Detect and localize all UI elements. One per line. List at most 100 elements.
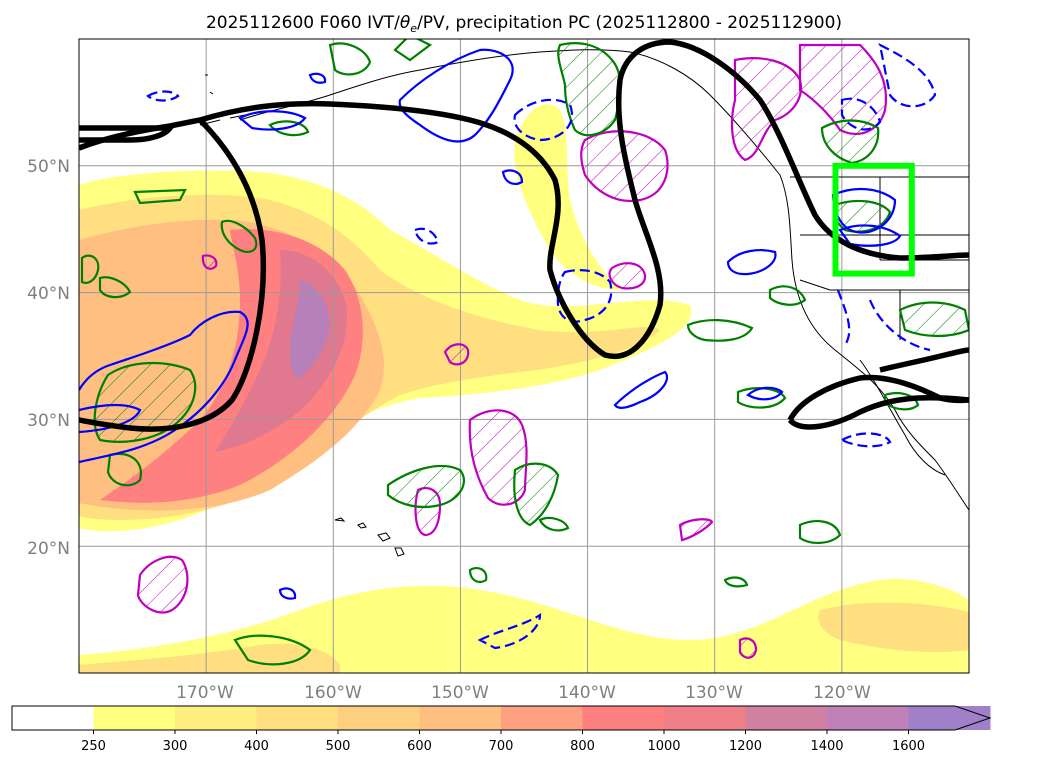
pv-contour-dashed: [556, 269, 613, 323]
hatched-region: [608, 262, 647, 290]
pv-contour-solid: [398, 48, 514, 143]
precip-contour: [233, 634, 312, 666]
colorbar-segment-below: [12, 706, 94, 730]
pv-contour-dashed: [836, 289, 931, 352]
precip-contour: [220, 219, 258, 254]
colorbar-label: 1400: [810, 739, 843, 754]
pv-contour-solid: [838, 224, 902, 247]
precip-contour: [393, 39, 433, 62]
colorbar-segment: [338, 706, 420, 730]
lon-label-160w: 160°W: [304, 683, 362, 703]
colorbar-segment: [745, 706, 828, 730]
colorbar-segment: [175, 706, 257, 730]
theta-e-contours: [79, 39, 969, 432]
hawaii: [334, 517, 405, 557]
hatched-region: [443, 343, 470, 366]
ivt-region-north: [514, 104, 620, 290]
colorbar-outline: [11, 705, 992, 731]
pv-contour-solid: [278, 587, 297, 600]
theta-e-contour: [879, 347, 969, 373]
precip-contour: [798, 520, 842, 544]
colorbar-label: 700: [489, 739, 514, 754]
pv-contour-dashed: [477, 612, 542, 650]
precip-contour: [133, 188, 187, 205]
colorbar-label: 500: [326, 739, 351, 754]
pv-contour-solid: [308, 72, 327, 84]
pv-contour-dashed: [840, 97, 882, 131]
colorbar-segment: [256, 706, 339, 730]
colorbar-label: 300: [163, 739, 188, 754]
colorbar-label: 250: [81, 739, 106, 754]
lon-label-120w: 120°W: [813, 683, 871, 703]
theta-e-contour: [79, 118, 267, 432]
precip-contour: [898, 301, 969, 338]
colorbar-label: 600: [407, 739, 432, 754]
precip-contour: [883, 391, 920, 411]
precip-contour: [328, 42, 372, 76]
pv-contour-dashed: [146, 90, 180, 102]
precip-pc-green: [80, 39, 969, 666]
colorbar-segment: [419, 706, 502, 730]
lon-label-170w: 170°W: [176, 683, 234, 703]
precip-contour: [820, 119, 880, 165]
lat-label-30: 30°N: [27, 411, 70, 431]
precip-contour: [686, 318, 754, 342]
aleutians: [199, 74, 246, 126]
pv-contour-dashed: [878, 43, 937, 108]
colorbar-extend-arrow: [908, 706, 990, 730]
theta-e-contour: [79, 125, 176, 143]
precip-contour: [768, 285, 807, 306]
theta-e-contour: [79, 39, 969, 359]
pv-contour-solid: [79, 310, 249, 464]
pv-contour-solid: [79, 404, 142, 434]
colorbar-label: 1600: [892, 739, 925, 754]
lon-label-130w: 130°W: [685, 683, 743, 703]
pv-contour-solid: [746, 386, 784, 401]
pv-contour-dashed: [413, 227, 440, 245]
figure-title: 2025112600 F060 IVT/θe/PV, precipitation…: [206, 13, 842, 35]
latitude-labels: 50°N 40°N 30°N 20°N: [27, 157, 70, 559]
precip-contour: [80, 254, 100, 284]
pv-contour-solid: [501, 169, 524, 185]
colorbar-label: 800: [570, 739, 595, 754]
colorbar-segment: [582, 706, 665, 730]
colorbar-segment: [501, 706, 583, 730]
colorbar-segment: [827, 706, 909, 730]
map-frame: [78, 38, 970, 674]
longitude-labels: 170°W 160°W 150°W 140°W 130°W 120°W: [176, 683, 871, 703]
precip-contour: [268, 120, 310, 137]
precip-contour: [468, 566, 488, 584]
lon-label-150w: 150°W: [431, 683, 489, 703]
colorbar-segment: [93, 706, 176, 730]
pv-contours-dashed: [146, 43, 937, 650]
precip-contour: [106, 452, 143, 487]
colorbar-label: 1000: [647, 739, 680, 754]
colorbar: 250 300 400 500 600 700 800 1000 1200 1400 1600: [11, 705, 992, 754]
region-box: [832, 162, 915, 277]
ivt-region-south: [79, 643, 340, 673]
precip-contour: [98, 276, 132, 299]
precip-contour: [723, 576, 749, 588]
lat-label-40: 40°N: [27, 284, 70, 304]
pv-contour-solid: [831, 187, 897, 234]
pv-contour-solid: [726, 249, 777, 276]
pv-contour-solid: [613, 370, 668, 409]
precip-contour: [557, 42, 622, 137]
pv-contour-solid: [238, 110, 307, 131]
colorbar-segment: [664, 706, 746, 730]
precip-contour: [538, 516, 570, 532]
precip-contour: [513, 462, 560, 527]
lat-label-20: 20°N: [27, 539, 70, 559]
pv-contour-dashed: [513, 98, 573, 142]
ivt-region-main: [289, 280, 330, 380]
precip-contour: [386, 465, 465, 509]
lat-label-50: 50°N: [27, 157, 70, 177]
hatched-region: [738, 637, 758, 659]
colorbar-label: 1200: [729, 739, 762, 754]
hatched-region: [201, 254, 218, 270]
lon-label-140w: 140°W: [558, 683, 616, 703]
hatched-region: [678, 518, 714, 542]
precip-contour: [736, 387, 787, 409]
pv-contour-dashed: [839, 432, 892, 448]
